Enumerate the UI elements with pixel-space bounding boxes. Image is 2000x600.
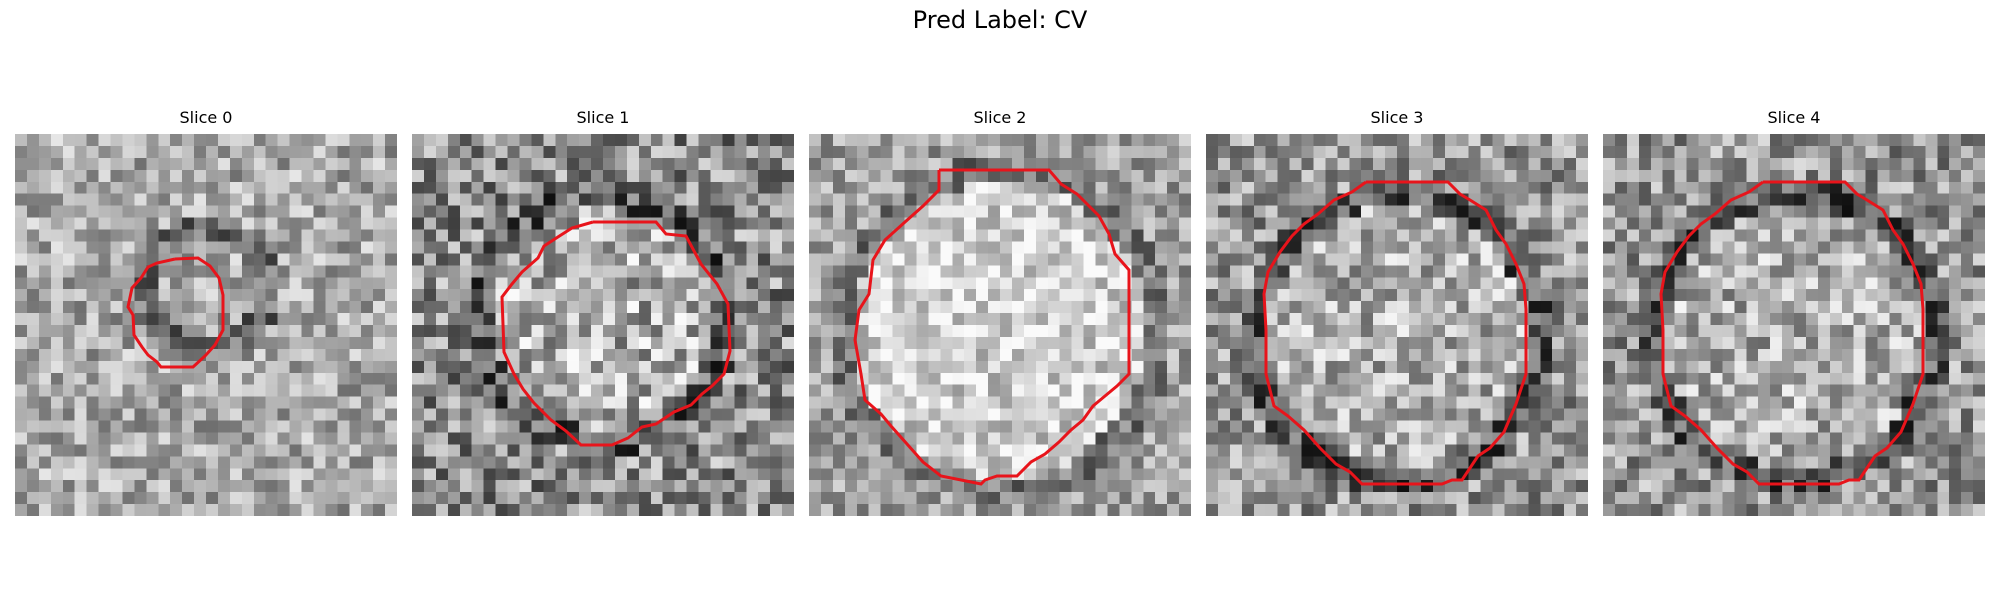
slice-panel-4: Slice 4: [1603, 108, 1985, 518]
slice-panel-0: Slice 0: [15, 108, 397, 518]
slice-image-2: [809, 134, 1191, 516]
slice-panel-1: Slice 1: [412, 108, 794, 518]
slice-panel-3: Slice 3: [1206, 108, 1588, 518]
slice-title-1: Slice 1: [576, 108, 630, 127]
slice-image-0: [15, 134, 397, 516]
grayscale-image-3: [1206, 134, 1588, 516]
figure-title: Pred Label: CV: [912, 6, 1088, 34]
slice-title-3: Slice 3: [1370, 108, 1424, 127]
slice-title-0: Slice 0: [179, 108, 233, 127]
slice-image-3: [1206, 134, 1588, 516]
slice-image-1: [412, 134, 794, 516]
grayscale-image-0: [15, 134, 397, 516]
contour-overlay-2: [853, 168, 1131, 486]
contour-overlay-3: [1262, 180, 1528, 486]
slice-title-4: Slice 4: [1767, 108, 1821, 127]
grayscale-image-4: [1603, 134, 1985, 516]
contour-overlay-0: [126, 256, 225, 369]
slice-title-2: Slice 2: [973, 108, 1027, 127]
slice-image-4: [1603, 134, 1985, 516]
slice-panel-2: Slice 2: [809, 108, 1191, 518]
contour-overlay-1: [500, 220, 732, 447]
contour-overlay-4: [1659, 180, 1925, 486]
grayscale-image-2: [809, 134, 1191, 516]
